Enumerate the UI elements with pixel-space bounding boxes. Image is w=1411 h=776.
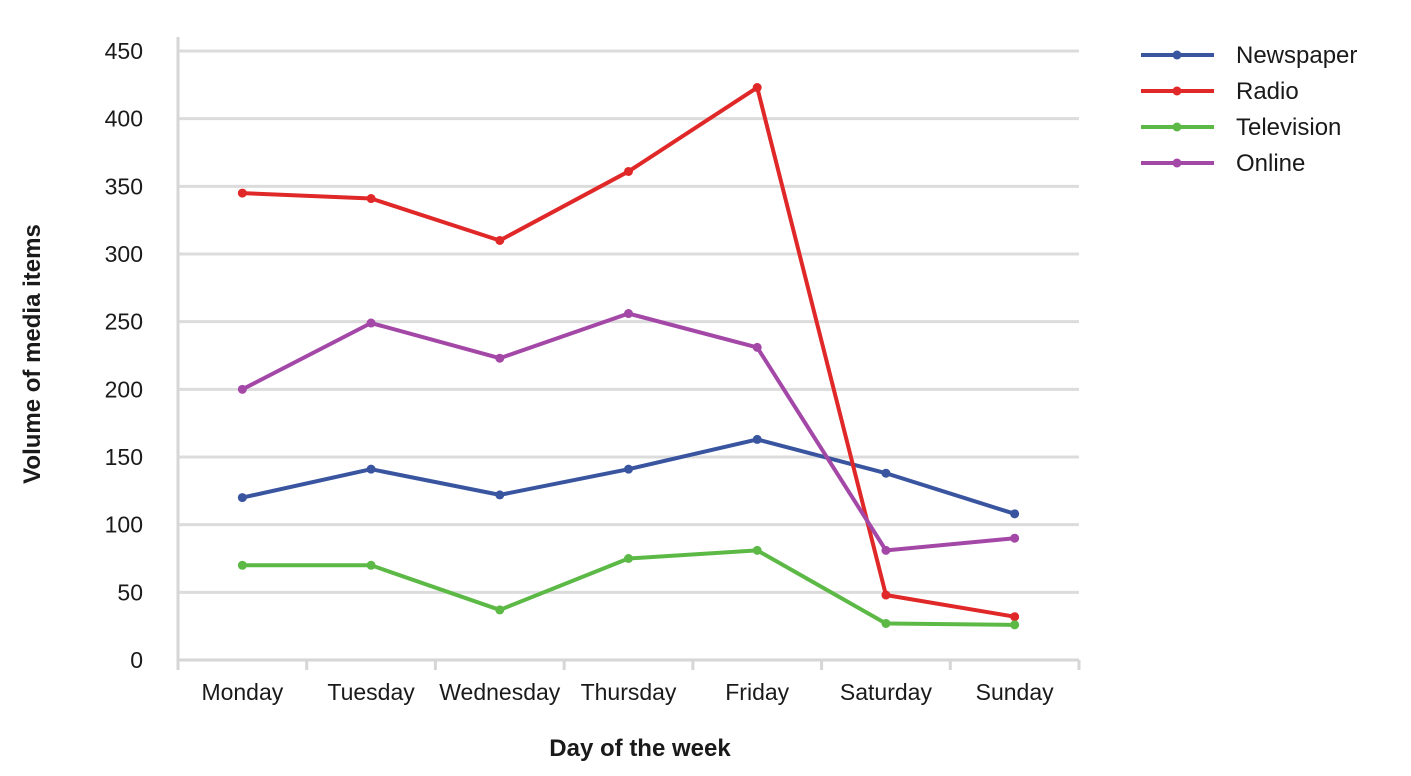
y-tick-label: 300 — [105, 241, 143, 267]
y-tick-label: 0 — [130, 647, 143, 673]
x-tick-label: Wednesday — [439, 679, 561, 705]
legend-item: Radio — [1141, 78, 1299, 105]
data-point — [366, 318, 376, 328]
data-point — [495, 235, 505, 245]
y-tick-label: 200 — [105, 376, 143, 402]
series-line — [240, 311, 1017, 553]
data-point — [752, 342, 762, 352]
x-tick-label: Tuesday — [327, 679, 415, 705]
y-tick-label: 250 — [105, 309, 143, 335]
data-point — [495, 490, 505, 500]
y-tick-label: 50 — [117, 579, 143, 605]
data-point — [237, 560, 247, 570]
data-point — [881, 468, 891, 478]
legend-item: Television — [1141, 114, 1341, 141]
y-tick-label: 350 — [105, 173, 143, 199]
data-point — [881, 545, 891, 555]
y-tick-label: 150 — [105, 444, 143, 470]
data-point — [366, 560, 376, 570]
data-point — [237, 384, 247, 394]
y-tick-label: 100 — [105, 512, 143, 538]
data-point — [1010, 533, 1020, 543]
data-point — [881, 618, 891, 628]
data-point — [237, 493, 247, 503]
y-tick-label: 400 — [105, 106, 143, 132]
x-tick-label: Saturday — [840, 679, 933, 705]
data-point — [752, 83, 762, 93]
data-point — [366, 464, 376, 474]
legend: Newspaper Radio Television Online — [1141, 42, 1357, 177]
data-point — [1010, 509, 1020, 519]
axes — [176, 37, 1081, 670]
legend-marker — [1172, 158, 1182, 168]
legend-marker — [1172, 50, 1182, 60]
data-point — [237, 188, 247, 198]
legend-item: Online — [1141, 150, 1305, 177]
series-line — [240, 437, 1017, 516]
series-line — [240, 85, 1017, 619]
series-online — [237, 309, 1020, 555]
gridlines — [178, 49, 1079, 594]
legend-item: Newspaper — [1141, 42, 1357, 69]
data-point — [1010, 620, 1020, 630]
series-television — [237, 545, 1020, 630]
data-point — [881, 590, 891, 600]
legend-marker — [1172, 86, 1182, 96]
x-tick-label: Monday — [201, 679, 283, 705]
series-lines — [237, 83, 1020, 630]
data-point — [624, 166, 633, 176]
data-point — [366, 194, 376, 204]
y-tick-label: 450 — [105, 38, 143, 64]
data-point — [624, 554, 633, 563]
x-tick-labels: Monday Tuesday Wednesday Thursday Friday Satu… — [201, 679, 1054, 705]
data-point — [752, 545, 762, 555]
y-axis-title: Volume of media items — [19, 224, 46, 484]
legend-marker — [1172, 122, 1182, 132]
data-point — [624, 309, 633, 319]
data-point — [752, 434, 762, 444]
legend-label: Newspaper — [1236, 42, 1357, 69]
legend-label: Radio — [1236, 78, 1299, 105]
x-tick-label: Sunday — [976, 679, 1055, 705]
y-tick-labels: 0 50 100 150 200 250 300 350 400 450 — [105, 38, 143, 673]
x-tick-label: Friday — [725, 679, 789, 705]
x-axis-title: Day of the week — [549, 735, 731, 762]
series-newspaper — [237, 434, 1020, 519]
legend-label: Television — [1236, 114, 1341, 141]
x-tick-label: Thursday — [581, 679, 677, 705]
legend-label: Online — [1236, 150, 1305, 177]
data-point — [1010, 612, 1020, 622]
data-point — [624, 464, 633, 474]
data-point — [495, 353, 505, 363]
data-point — [495, 605, 505, 615]
series-radio — [237, 83, 1020, 622]
